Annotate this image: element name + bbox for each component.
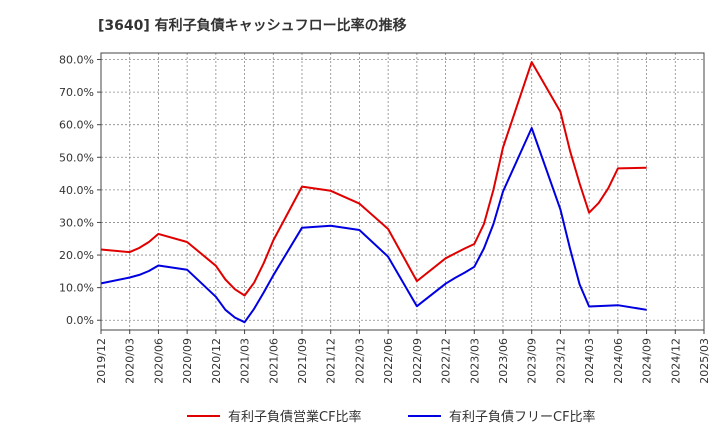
x-tick-label: 2022/03 xyxy=(353,338,366,384)
x-tick-label: 2024/09 xyxy=(641,338,654,384)
x-tick-label: 2021/03 xyxy=(239,338,252,384)
x-tick-label: 2021/06 xyxy=(267,338,280,384)
x-tick-label: 2023/06 xyxy=(497,338,510,384)
y-tick-label: 80.0% xyxy=(59,54,94,67)
x-tick-label: 2020/12 xyxy=(210,338,223,384)
x-tick-label: 2022/09 xyxy=(411,338,424,384)
series-lines xyxy=(100,61,647,324)
x-tick-label: 2022/06 xyxy=(382,338,395,384)
x-tick-label: 2021/09 xyxy=(296,338,309,384)
grid xyxy=(100,53,705,330)
y-tick-label: 50.0% xyxy=(59,151,94,164)
x-tick-label: 2020/09 xyxy=(181,338,194,384)
y-tick-label: 40.0% xyxy=(59,184,94,197)
legend-label-2: 有利子負債フリーCF比率 xyxy=(449,409,596,425)
x-tick-label: 2023/12 xyxy=(554,338,567,384)
series-line-1 xyxy=(100,61,647,297)
x-tick-label: 2021/12 xyxy=(325,338,338,384)
legend: 有利子負債営業CF比率 有利子負債フリーCF比率 xyxy=(187,409,596,425)
x-tick-label: 2023/03 xyxy=(468,338,481,384)
x-tick-label: 2023/09 xyxy=(526,338,539,384)
x-tick-label: 2019/12 xyxy=(95,338,108,384)
x-tick-label: 2024/12 xyxy=(669,338,682,384)
x-tick-label: 2022/12 xyxy=(440,338,453,384)
chart-title: [3640] 有利子負債キャッシュフロー比率の推移 xyxy=(98,17,407,34)
x-tick-label: 2020/03 xyxy=(124,338,137,384)
x-tick-label: 2020/06 xyxy=(152,338,165,384)
y-tick-label: 70.0% xyxy=(59,86,94,99)
y-tick-label: 10.0% xyxy=(59,282,94,295)
x-tick-label: 2024/06 xyxy=(612,338,625,384)
y-tick-label: 30.0% xyxy=(59,216,94,229)
y-tick-label: 60.0% xyxy=(59,119,94,132)
y-tick-label: 20.0% xyxy=(59,249,94,262)
x-axis: 2019/12 2020/03 2020/06 2020/09 2020/12 2021/… xyxy=(95,330,711,384)
y-tick-label: 0.0% xyxy=(66,314,94,327)
legend-label-1: 有利子負債営業CF比率 xyxy=(228,409,362,425)
series-line-2 xyxy=(100,127,647,324)
plot-frame xyxy=(100,52,705,331)
x-tick-label: 2025/03 xyxy=(698,338,711,384)
y-axis: 0.0% 10.0% 20.0% 30.0% 40.0% 50.0% 60.0% 70.0% 8… xyxy=(59,54,101,327)
x-tick-label: 2024/03 xyxy=(583,338,596,384)
